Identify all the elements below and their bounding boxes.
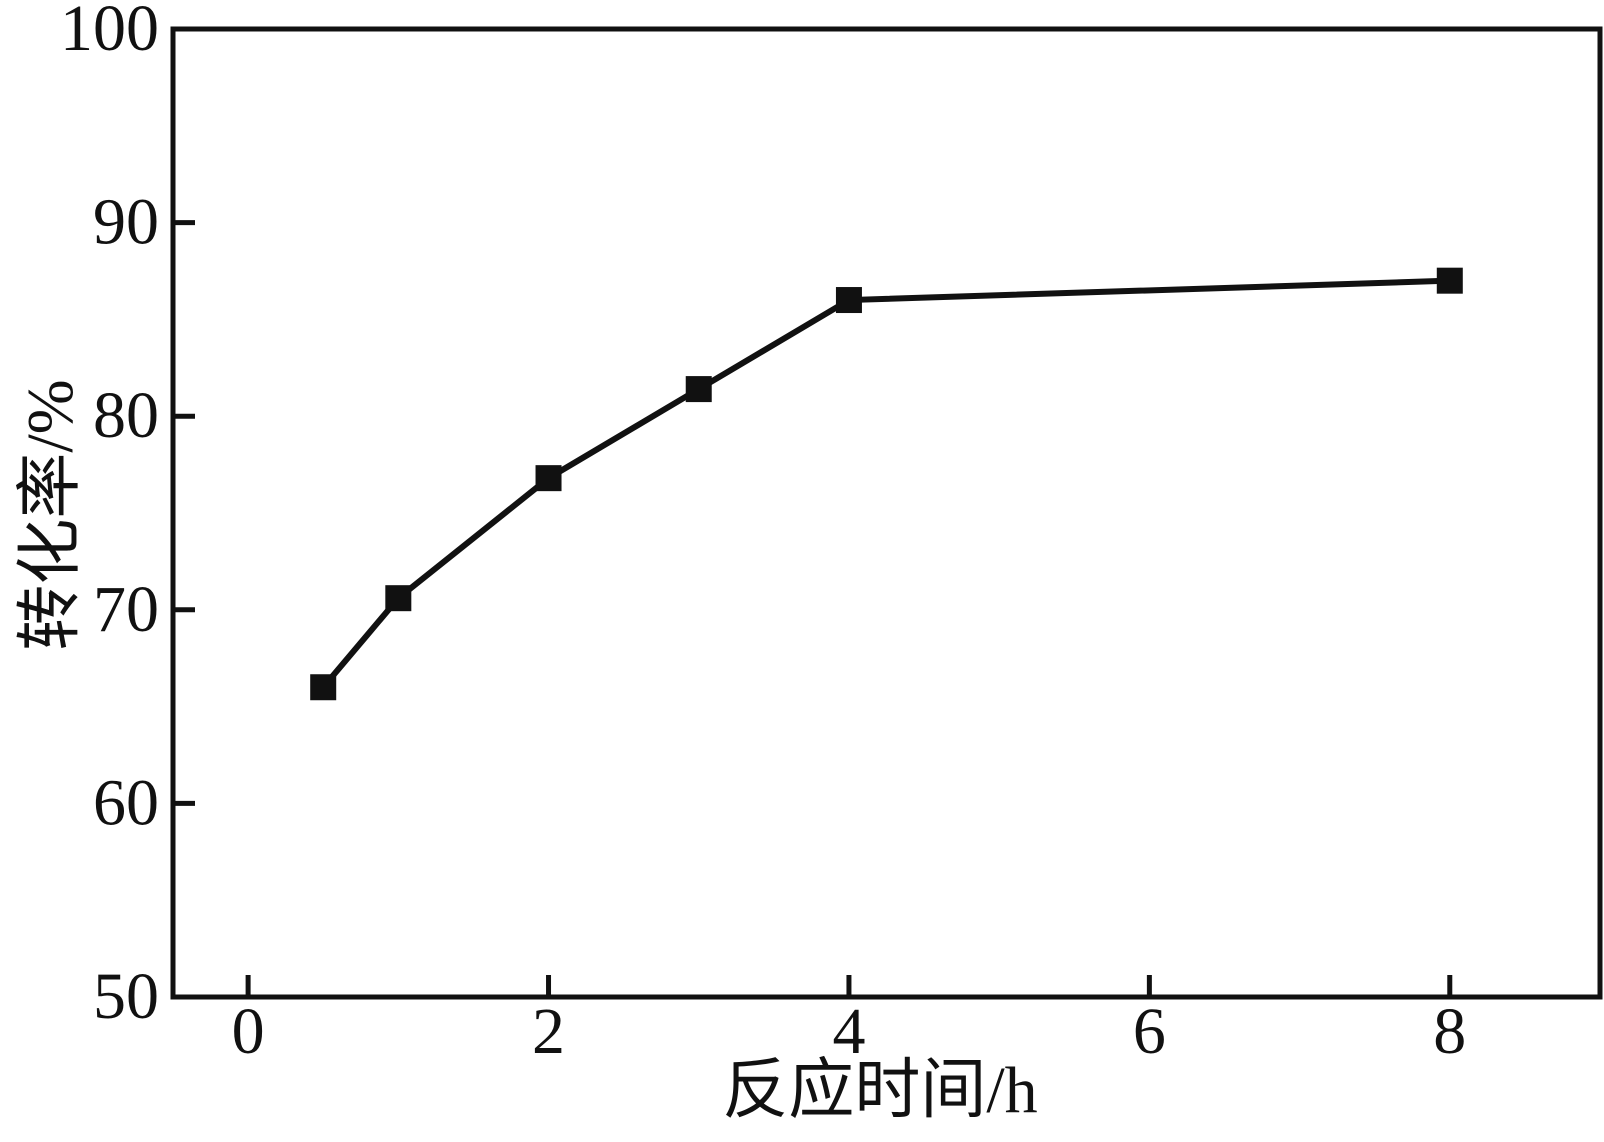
y-tick-label: 100 xyxy=(60,0,159,65)
x-tick-label: 6 xyxy=(1133,995,1166,1068)
series-line xyxy=(320,277,1450,690)
y-tick-label: 60 xyxy=(93,766,159,839)
x-tick-label: 8 xyxy=(1433,995,1466,1068)
axis-ticks xyxy=(173,220,1453,997)
y-tick-label: 90 xyxy=(93,186,159,259)
x-tick-label: 0 xyxy=(232,995,265,1068)
y-axis-label: 转化率/% xyxy=(14,379,87,650)
data-series xyxy=(310,267,1463,701)
data-point-marker xyxy=(535,465,562,492)
y-tick-label: 70 xyxy=(93,573,159,646)
x-tick-label: 4 xyxy=(832,995,865,1068)
data-point-marker xyxy=(835,287,862,314)
y-tick-label: 80 xyxy=(93,379,159,452)
data-point-marker xyxy=(685,376,712,403)
plot-frame xyxy=(170,26,1603,1000)
x-tick-label: 2 xyxy=(532,995,565,1068)
axis-tick-labels: 0 2 4 6 8 50 60 70 80 90 100 xyxy=(60,0,1466,1068)
data-point-marker xyxy=(310,674,337,701)
data-point-marker xyxy=(1436,267,1463,294)
data-point-marker xyxy=(385,585,412,612)
x-axis-label: 反应时间/h xyxy=(722,1054,1037,1127)
axis-frame xyxy=(170,26,1603,1000)
y-tick-label: 50 xyxy=(93,960,159,1033)
